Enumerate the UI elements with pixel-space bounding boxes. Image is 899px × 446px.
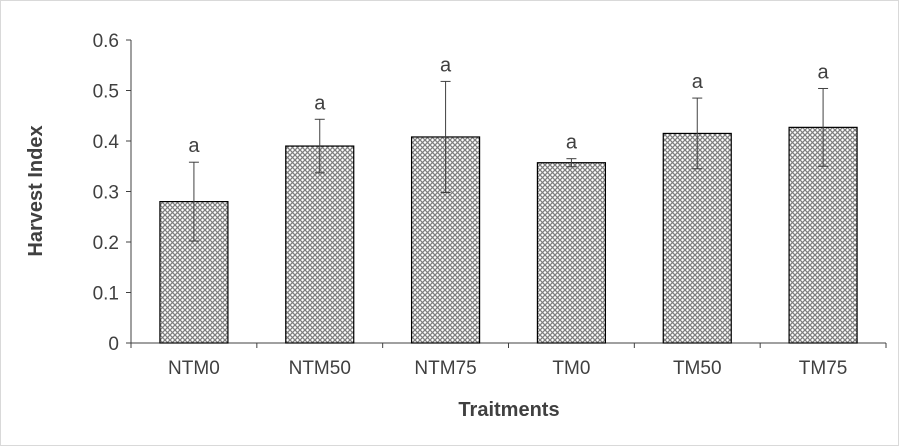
- significance-label: a: [188, 135, 200, 157]
- y-tick-label: 0: [108, 334, 119, 355]
- x-tick-label: TM75: [799, 358, 848, 379]
- x-tick-label: NTM0: [168, 358, 220, 379]
- x-tick-label: NTM50: [289, 358, 351, 379]
- y-tick-label: 0.6: [93, 31, 119, 52]
- significance-label: a: [692, 71, 704, 93]
- x-axis-title: Traitments: [458, 399, 559, 421]
- significance-label: a: [818, 61, 830, 83]
- bar: [285, 145, 355, 344]
- y-tick-label: 0.2: [93, 233, 119, 254]
- y-tick-label: 0.1: [93, 284, 119, 305]
- bars: [159, 126, 858, 344]
- x-tick-label: TM50: [673, 358, 722, 379]
- significance-label: a: [314, 92, 326, 114]
- y-axis: 0 0.1 0.2 0.3 0.4 0.5 0.6: [93, 31, 132, 355]
- x-tick-label: TM0: [552, 358, 590, 379]
- significance-labels: a a a a a a: [188, 54, 829, 157]
- x-axis: NTM0 NTM50 NTM75 TM0 TM50 TM75: [130, 342, 887, 379]
- y-tick-label: 0.3: [93, 183, 119, 204]
- error-bars: [188, 80, 829, 242]
- bar: [410, 136, 481, 344]
- x-tick-label: NTM75: [414, 358, 476, 379]
- y-tick-label: 0.4: [93, 132, 120, 153]
- y-axis-title: Harvest Index: [25, 125, 47, 256]
- bar: [536, 162, 607, 344]
- y-tick-label: 0.5: [93, 82, 119, 103]
- significance-label: a: [566, 132, 578, 154]
- significance-label: a: [440, 54, 452, 76]
